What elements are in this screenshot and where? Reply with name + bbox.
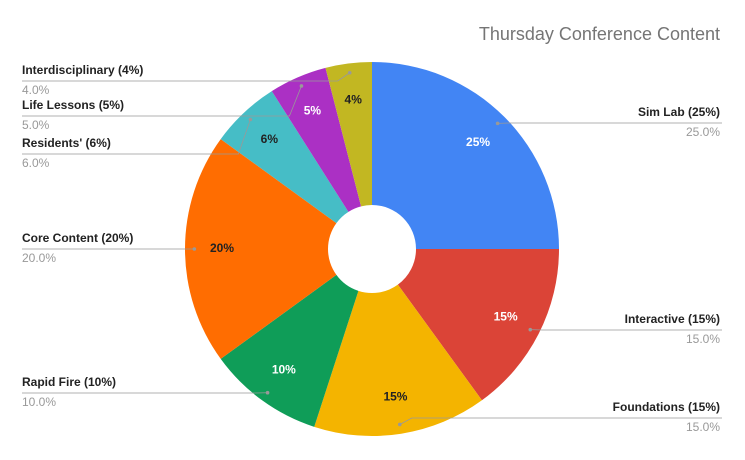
leader-line: [22, 72, 350, 82]
legend-label: Core Content (20%): [22, 231, 133, 245]
percent-label: 15.0%: [686, 420, 720, 434]
slice-label: 6%: [261, 132, 279, 146]
label-backdrop: [20, 98, 127, 113]
label-backdrop: [622, 312, 723, 327]
percent-label: 4.0%: [22, 83, 50, 97]
slice: [220, 91, 349, 224]
leader-line: [22, 85, 302, 117]
slice-label: 4%: [345, 92, 363, 106]
slice-label: 25%: [466, 135, 490, 149]
slice-label: 10%: [272, 363, 296, 377]
legend-label: Life Lessons (5%): [22, 98, 124, 112]
percent-label: 6.0%: [22, 156, 50, 170]
slice-label: 20%: [210, 241, 234, 255]
legend-label: Residents' (6%): [22, 136, 111, 150]
percent-label: 20.0%: [22, 251, 56, 265]
label-backdrop: [20, 63, 146, 78]
leader-dot: [528, 327, 533, 332]
leader-dot: [495, 121, 500, 126]
legend-label: Sim Lab (25%): [638, 105, 720, 119]
slice: [372, 62, 559, 249]
slice: [397, 249, 559, 401]
slice: [325, 62, 372, 207]
leader-dot: [299, 84, 304, 88]
label-backdrop: [20, 375, 119, 390]
slice-label: 15%: [383, 389, 407, 403]
label-backdrop: [610, 400, 722, 415]
legend-label: Interdisciplinary (4%): [22, 63, 143, 77]
leader-dot: [248, 117, 253, 122]
leader-line: [22, 119, 251, 155]
leader-dot: [397, 422, 402, 427]
slice: [185, 139, 337, 359]
percent-label: 5.0%: [22, 118, 50, 132]
leader-line: [399, 417, 722, 425]
percent-label: 25.0%: [686, 125, 720, 139]
leader-dot: [265, 390, 270, 395]
leader-dot: [192, 247, 197, 251]
legend-label: Foundations (15%): [613, 400, 720, 414]
legend-label: Rapid Fire (10%): [22, 375, 116, 389]
label-backdrop: [635, 105, 722, 120]
slice-label: 5%: [304, 104, 322, 118]
slice: [220, 274, 359, 427]
percent-label: 15.0%: [686, 332, 720, 346]
slice-label: 15%: [494, 309, 518, 323]
slice: [314, 284, 482, 436]
chart-title: Thursday Conference Content: [479, 24, 720, 44]
percent-label: 10.0%: [22, 395, 56, 409]
label-backdrop: [20, 231, 136, 246]
leader-dot: [347, 70, 352, 75]
label-backdrop: [20, 136, 113, 151]
legend-label: Interactive (15%): [625, 312, 720, 326]
